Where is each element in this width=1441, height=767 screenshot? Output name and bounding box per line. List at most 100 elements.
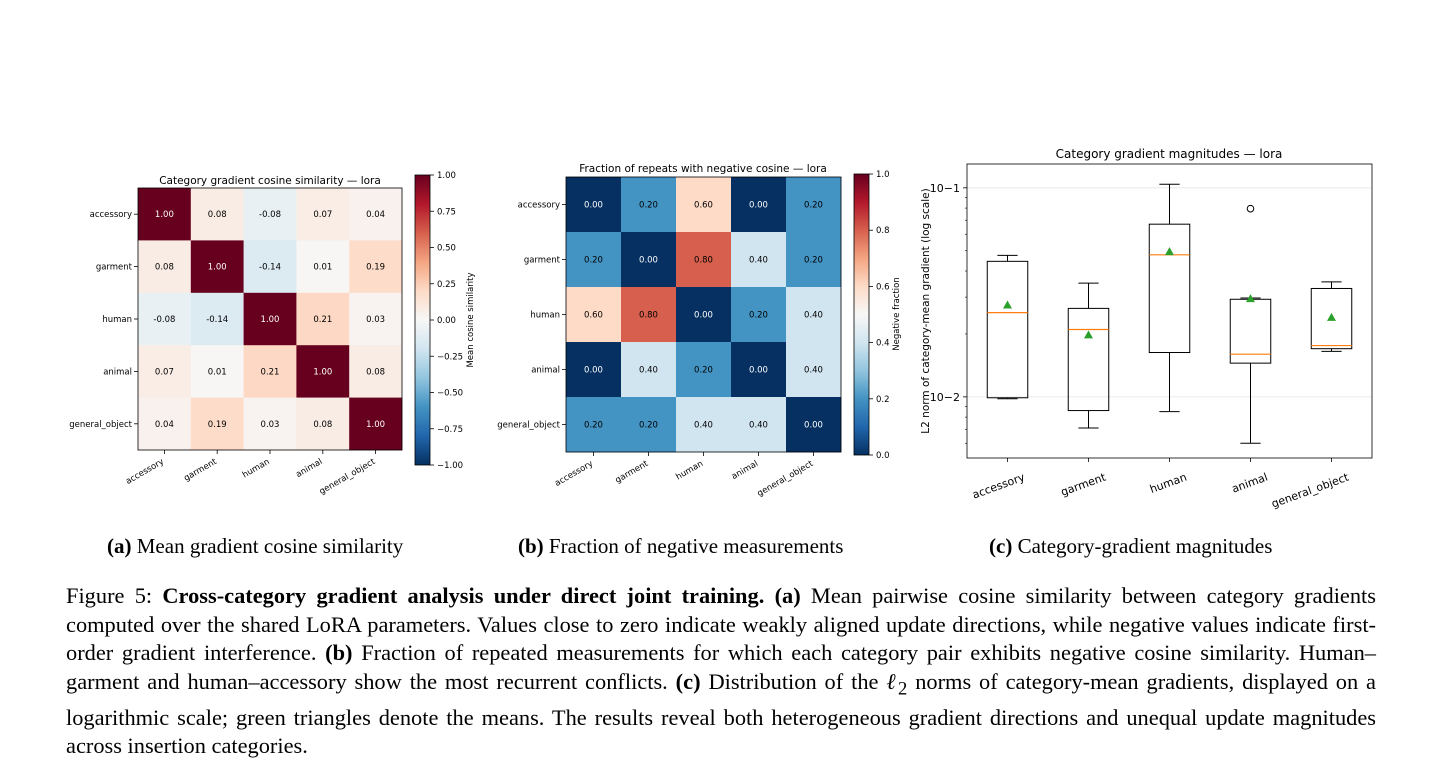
heatmap-cell xyxy=(296,345,350,398)
mean-marker xyxy=(1003,300,1012,309)
y-tick-label: accessory xyxy=(518,201,560,211)
panel-b-colorbar-label: Negative fraction xyxy=(892,277,902,351)
x-tick-label: accessory xyxy=(124,457,166,487)
heatmap-cell xyxy=(676,232,732,288)
cell-value-label: 0.08 xyxy=(313,420,332,430)
cell-value-label: 1.00 xyxy=(261,315,280,325)
cell-value-label: 0.20 xyxy=(694,366,713,376)
x-tick-label: accessory xyxy=(971,470,1027,501)
box-garment xyxy=(1067,282,1110,429)
panel-c-title: Category gradient magnitudes — lora xyxy=(1056,147,1283,161)
mean-marker xyxy=(1165,247,1174,256)
cell-value-label: 0.40 xyxy=(804,366,823,376)
colorbar-tick-label: −0.25 xyxy=(437,352,463,362)
cell-value-label: 0.60 xyxy=(694,201,713,211)
heatmap-cell xyxy=(190,397,244,451)
cell-value-label: 0.00 xyxy=(639,256,658,266)
subcaption-c: (c) Category-gradient magnitudes xyxy=(989,534,1273,558)
heatmap-cell xyxy=(243,240,297,294)
heatmap-cell xyxy=(190,240,244,294)
cell-value-label: 0.80 xyxy=(694,256,713,266)
colorbar-tick-label: −0.50 xyxy=(437,389,463,399)
cell-value-label: 0.00 xyxy=(749,201,768,211)
heatmap-cell xyxy=(786,177,842,233)
heatmap-cell xyxy=(566,287,622,343)
colorbar-tick-label: 1.00 xyxy=(437,171,456,181)
cell-value-label: 0.40 xyxy=(749,256,768,266)
heatmap-cell xyxy=(296,188,350,241)
heatmap-cell xyxy=(621,342,677,398)
colorbar-tick-label: 0.25 xyxy=(437,280,456,290)
y-tick-label: 10−2 xyxy=(930,391,960,404)
cell-value-label: 0.00 xyxy=(694,311,713,321)
panel-b-title: Fraction of repeats with negative cosine… xyxy=(579,163,827,175)
x-tick-label: general_object xyxy=(1270,470,1351,510)
cell-value-label: 1.00 xyxy=(208,263,227,273)
panel-a-title: Category gradient cosine similarity — lo… xyxy=(159,175,381,187)
cell-value-label: 0.07 xyxy=(155,367,174,377)
cell-value-label: 0.08 xyxy=(366,367,385,377)
cell-value-label: 0.19 xyxy=(366,263,385,273)
heatmap-cell xyxy=(243,397,297,451)
x-tick-label: human xyxy=(1148,471,1189,496)
cell-value-label: 0.60 xyxy=(584,311,603,321)
heatmap-cell xyxy=(243,188,297,241)
cell-value-label: -0.08 xyxy=(259,210,281,220)
panel-b-colorbar xyxy=(853,173,870,456)
heatmap-cell xyxy=(138,240,192,294)
cell-value-label: 0.00 xyxy=(804,421,823,431)
box-animal xyxy=(1229,204,1272,444)
iqr-box xyxy=(986,260,1029,399)
heatmap-cell xyxy=(676,287,732,343)
heatmap-cell xyxy=(243,292,297,346)
cell-value-label: 1.00 xyxy=(313,367,332,377)
y-tick-label: human xyxy=(102,315,132,325)
cell-value-label: 0.40 xyxy=(804,311,823,321)
heatmap-cell xyxy=(566,342,622,398)
cell-value-label: 0.01 xyxy=(208,367,227,377)
cell-value-label: 0.01 xyxy=(313,263,332,273)
x-tick-label: accessory xyxy=(553,459,595,489)
cell-value-label: 0.07 xyxy=(313,210,332,220)
colorbar-tick-label: 1.0 xyxy=(876,170,890,180)
colorbar-tick-label: −0.75 xyxy=(437,425,463,435)
y-tick-label: animal xyxy=(531,366,560,376)
heatmap-negative-fraction: Fraction of repeats with negative cosine… xyxy=(497,163,902,499)
heatmap-cell xyxy=(190,345,244,398)
heatmap-cell xyxy=(190,188,244,241)
x-tick-label: general_object xyxy=(756,459,816,499)
heatmap-cell xyxy=(190,292,244,346)
colorbar-tick-label: 0.6 xyxy=(876,282,890,292)
heatmap-cell xyxy=(296,397,350,451)
heatmap-cell xyxy=(296,292,350,346)
heatmap-cell xyxy=(786,397,842,453)
cell-value-label: 0.20 xyxy=(804,256,823,266)
heatmap-cell xyxy=(349,345,403,398)
heatmap-cell xyxy=(621,397,677,453)
heatmap-cell xyxy=(731,177,787,233)
x-tick-label: human xyxy=(241,457,272,480)
colorbar-tick-label: 0.50 xyxy=(437,244,456,254)
heatmap-cell xyxy=(676,342,732,398)
cell-value-label: 0.00 xyxy=(749,366,768,376)
heatmap-cell xyxy=(731,397,787,453)
heatmap-cell xyxy=(731,287,787,343)
x-tick-label: human xyxy=(674,459,705,482)
cell-value-label: 0.08 xyxy=(155,263,174,273)
iqr-box xyxy=(1148,223,1191,354)
heatmap-cosine-similarity: Category gradient cosine similarity — lo… xyxy=(69,171,476,497)
heatmap-cell xyxy=(138,397,192,451)
boxplot-gradient-magnitudes: Category gradient magnitudes — lora 10−2… xyxy=(920,147,1373,511)
cell-value-label: 0.00 xyxy=(584,201,603,211)
heatmap-cell xyxy=(786,287,842,343)
heatmap-cell xyxy=(621,232,677,288)
cell-value-label: 0.21 xyxy=(313,315,332,325)
y-tick-label: 10−1 xyxy=(930,182,960,195)
cell-value-label: 0.20 xyxy=(804,201,823,211)
cell-value-label: 1.00 xyxy=(155,210,174,220)
heatmap-cell xyxy=(138,345,192,398)
cell-value-label: 0.00 xyxy=(584,366,603,376)
cell-value-label: 0.03 xyxy=(366,315,385,325)
heatmap-cell xyxy=(243,345,297,398)
heatmap-cell xyxy=(621,287,677,343)
